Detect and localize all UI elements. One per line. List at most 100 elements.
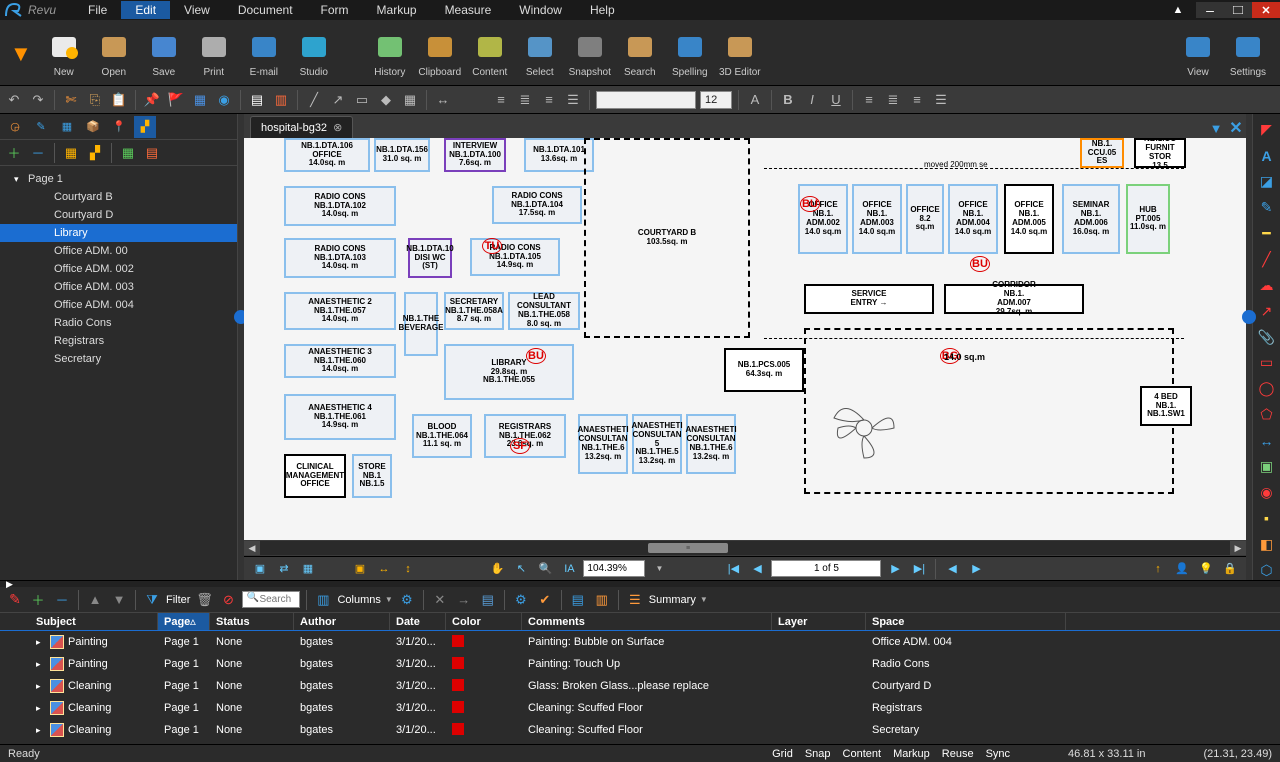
- column-header-comments[interactable]: Comments: [522, 613, 772, 630]
- view-mode-icon[interactable]: ▦: [298, 559, 318, 579]
- status-toggle-markup[interactable]: Markup: [893, 748, 930, 760]
- space-tool-icon[interactable]: ▞: [85, 143, 105, 163]
- redo-button[interactable]: ↷: [28, 90, 48, 110]
- document-tab[interactable]: hospital-bg32 ⊗: [250, 116, 353, 138]
- text-align-icon[interactable]: ☰: [931, 90, 951, 110]
- rail-highlight-icon[interactable]: ━: [1256, 224, 1278, 244]
- ribbon-search[interactable]: Search: [618, 29, 662, 78]
- view-mode-icon[interactable]: ▣: [250, 559, 270, 579]
- dim-tool-icon[interactable]: ↔: [433, 90, 453, 110]
- room[interactable]: OFFICE8.2sq.m: [906, 184, 944, 254]
- room[interactable]: RADIO CONSNB.1.DTA.10214.0sq. m: [284, 186, 396, 226]
- tool-icon[interactable]: ▤: [247, 90, 267, 110]
- right-resize-handle[interactable]: [1246, 114, 1252, 580]
- zoom-tool-icon[interactable]: 🔍: [535, 559, 555, 579]
- room[interactable]: NB.1.DTA.106OFFICE14.0sq. m: [284, 138, 370, 172]
- font-color-icon[interactable]: A: [745, 90, 765, 110]
- page-indicator[interactable]: 1 of 5: [771, 560, 881, 577]
- document-canvas[interactable]: NB.1.DTA.106OFFICE14.0sq. mNB.1.DTA.1563…: [244, 138, 1246, 540]
- room[interactable]: NB.1.THEBEVERAGE: [404, 292, 438, 356]
- ribbon-3d-editor[interactable]: 3D Editor: [718, 29, 762, 78]
- clear-filter-icon[interactable]: ⊘: [218, 590, 238, 610]
- room[interactable]: SECRETARYNB.1.THE.058A8.7 sq. m: [444, 292, 504, 330]
- tree-space-item[interactable]: Office ADM. 003: [0, 278, 237, 296]
- menu-document[interactable]: Document: [224, 1, 307, 19]
- summary-label[interactable]: Summary: [649, 594, 696, 606]
- column-header-color[interactable]: Color: [446, 613, 522, 630]
- room[interactable]: NB.1.PCS.00564.3sq. m: [724, 348, 804, 392]
- zoom-dropdown-icon[interactable]: ▼: [649, 559, 669, 579]
- room[interactable]: HUBPT.00511.0sq. m: [1126, 184, 1170, 254]
- next-page-button[interactable]: ▶: [885, 559, 905, 579]
- status-toggle-content[interactable]: Content: [843, 748, 882, 760]
- room[interactable]: LIBRARY29.8sq. mNB.1.THE.055: [444, 344, 574, 400]
- nav-fwd-icon[interactable]: ▶: [966, 559, 986, 579]
- panel-tab-icon[interactable]: ✎: [30, 116, 52, 138]
- status-toggle-reuse[interactable]: Reuse: [942, 748, 974, 760]
- room[interactable]: NB.1.DTA.15631.0 sq. m: [374, 138, 430, 172]
- column-header-space[interactable]: Space: [866, 613, 1066, 630]
- trash-icon[interactable]: 🗑: [194, 590, 214, 610]
- cut-icon[interactable]: ✕: [430, 590, 450, 610]
- markup-row[interactable]: ▸ CleaningPage 1Nonebgates3/1/20...Clean…: [0, 719, 1280, 741]
- room[interactable]: 4 BEDNB.1.NB.1.SW1: [1140, 386, 1192, 426]
- ribbon-e-mail[interactable]: E-mail: [242, 29, 286, 78]
- undo-button[interactable]: ↶: [4, 90, 24, 110]
- paste-button[interactable]: 📋: [109, 90, 129, 110]
- punch-stamp[interactable]: BU: [526, 348, 546, 364]
- ribbon-select[interactable]: Select: [518, 29, 562, 78]
- globe-icon[interactable]: ◉: [214, 90, 234, 110]
- room[interactable]: SERVICEENTRY →: [804, 284, 934, 314]
- room[interactable]: NB.1.CCFURNITSTOR13.5: [1134, 138, 1186, 168]
- column-header-page[interactable]: Page △: [158, 613, 210, 630]
- room[interactable]: BLOODNB.1.THE.06411.1 sq. m: [412, 414, 472, 458]
- shape-tool-icon[interactable]: ◆: [376, 90, 396, 110]
- panel-tab-icon[interactable]: 📍: [108, 116, 130, 138]
- room[interactable]: COURTYARD B103.5sq. m: [584, 138, 750, 338]
- close-button[interactable]: ✕: [1252, 2, 1280, 18]
- column-header-status[interactable]: Status: [210, 613, 294, 630]
- ribbon-save[interactable]: Save: [142, 29, 186, 78]
- ribbon-print[interactable]: Print: [192, 29, 236, 78]
- punch-stamp[interactable]: BU: [970, 256, 990, 272]
- status-toggle-snap[interactable]: Snap: [805, 748, 831, 760]
- text-align-icon[interactable]: ≡: [907, 90, 927, 110]
- ribbon-snapshot[interactable]: Snapshot: [568, 29, 612, 78]
- flag-icon[interactable]: 🚩: [166, 90, 186, 110]
- room[interactable]: STORENB.1NB.1.5: [352, 454, 392, 498]
- text-select-icon[interactable]: IA: [559, 559, 579, 579]
- tree-space-item[interactable]: Courtyard B: [0, 188, 237, 206]
- room[interactable]: ANAESTHETIC 3NB.1.THE.06014.0sq. m: [284, 344, 396, 378]
- layers-icon[interactable]: ▤: [478, 590, 498, 610]
- font-size-input[interactable]: [700, 91, 732, 109]
- space-tool-icon[interactable]: ▦: [118, 143, 138, 163]
- pin-icon[interactable]: 📌: [142, 90, 162, 110]
- column-header-date[interactable]: Date: [390, 613, 446, 630]
- room[interactable]: INTERVIEWNB.1.DTA.1007.6sq. m: [444, 138, 506, 172]
- tab-filter-icon[interactable]: ▼: [1206, 118, 1226, 138]
- columns-icon[interactable]: ▥: [313, 590, 333, 610]
- room[interactable]: NB.1.DTA.10DISI WC(ST): [408, 238, 452, 278]
- summary-icon[interactable]: ☰: [625, 590, 645, 610]
- ribbon-view[interactable]: View: [1176, 29, 1220, 78]
- room[interactable]: CORRIDORNB.1.ADM.00729.7sq. m: [944, 284, 1084, 314]
- room[interactable]: ANAESTHETIC 2NB.1.THE.05714.0sq. m: [284, 292, 396, 330]
- last-page-button[interactable]: ▶|: [909, 559, 929, 579]
- remove-markup-button[interactable]: －: [52, 590, 72, 610]
- rail-dim-icon[interactable]: ↔: [1256, 431, 1278, 451]
- lock-icon[interactable]: 🔒: [1220, 559, 1240, 579]
- rail-line-icon[interactable]: ╱: [1256, 249, 1278, 269]
- add-space-button[interactable]: ＋: [4, 143, 24, 163]
- tree-space-item[interactable]: Office ADM. 002: [0, 260, 237, 278]
- user-icon[interactable]: 👤: [1172, 559, 1192, 579]
- ribbon-spelling[interactable]: Spelling: [668, 29, 712, 78]
- column-header-author[interactable]: Author: [294, 613, 390, 630]
- tool-icon[interactable]: ▥: [271, 90, 291, 110]
- horizontal-scrollbar[interactable]: ◀ ≡ ▶: [244, 540, 1246, 556]
- rail-callout-icon[interactable]: ◪: [1256, 172, 1278, 192]
- room[interactable]: ANAESTHETICONSULTANNB.1.THE.613.2sq. m: [686, 414, 736, 474]
- ribbon-history[interactable]: History: [368, 29, 412, 78]
- menu-help[interactable]: Help: [576, 1, 629, 19]
- panel-tab-spaces-icon[interactable]: ▞: [134, 116, 156, 138]
- room[interactable]: OFFICENB.1.ADM.00414.0 sq.m: [948, 184, 998, 254]
